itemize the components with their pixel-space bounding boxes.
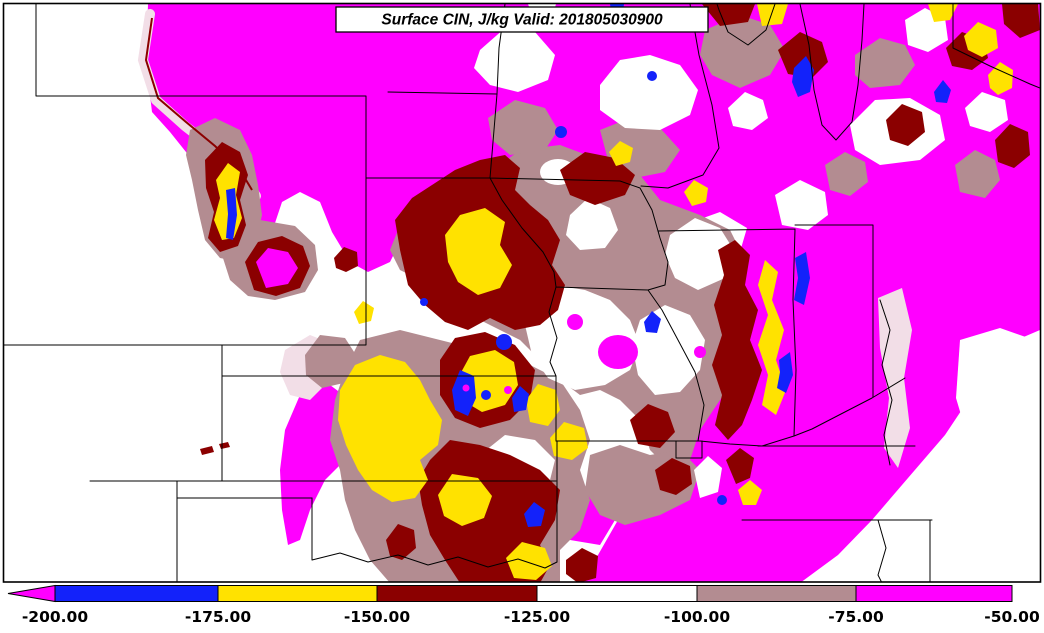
contour-fill-blue (226, 4, 951, 527)
map-title: Surface CIN, J/kg Valid: 201805030900 (381, 12, 663, 29)
contour-fill-magenta-cores (256, 248, 706, 394)
colorbar-tick-labels: -200.00 -175.00 -150.00 -125.00 -100.00 … (22, 608, 1040, 626)
colorbar-tick-label: -175.00 (185, 608, 251, 626)
colorbar-bar (7, 584, 1013, 603)
colorbar-segment (855, 585, 1013, 602)
colorbar-segment (54, 585, 219, 602)
colorbar-segment (376, 585, 538, 602)
colorbar-segment (536, 585, 698, 602)
map-frame (2, 2, 1042, 583)
contour-fill-white (366, 4, 1040, 500)
lake-outlines (716, 4, 865, 141)
title-box: Surface CIN, J/kg Valid: 201805030900 (335, 6, 709, 33)
colorbar-segment (696, 585, 857, 602)
colorbar-tick-label: -100.00 (664, 608, 730, 626)
colorbar-underflow-arrow (7, 584, 56, 603)
contour-fill-yellow (214, 4, 1013, 580)
colorbar-tick-label: -150.00 (344, 608, 410, 626)
colorbar-tick-label: -200.00 (22, 608, 88, 626)
colorbar-tick-label: -125.00 (504, 608, 570, 626)
colorbar-tick-label: -75.00 (828, 608, 884, 626)
colorbar-segment (217, 585, 378, 602)
colorbar: -200.00 -175.00 -150.00 -125.00 -100.00 … (7, 584, 1040, 626)
map-overlays (4, 4, 1040, 582)
river-borders (311, 4, 906, 582)
contour-fills (137, 4, 1040, 582)
state-borders (4, 4, 1040, 582)
cin-map: Surface CIN, J/kg Valid: 201805030900 (2, 2, 1042, 583)
colorbar-tick-label: -50.00 (984, 608, 1040, 626)
